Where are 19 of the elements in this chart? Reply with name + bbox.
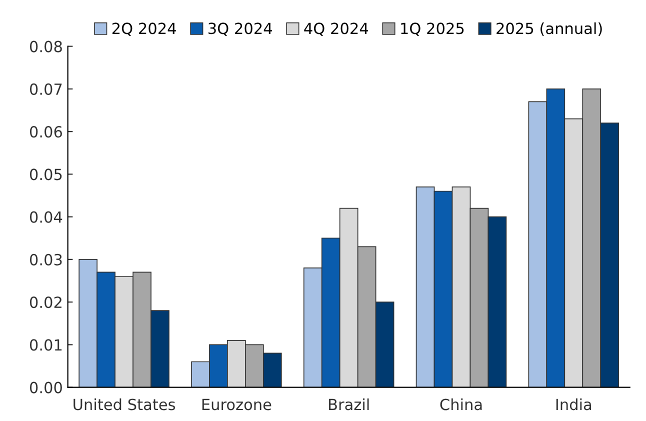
x-tick-label: Eurozone xyxy=(202,398,272,410)
y-tick-label: 0.07 xyxy=(30,83,62,95)
y-tick-label: 0.08 xyxy=(30,40,62,52)
x-tick-label: United States xyxy=(74,398,176,410)
x-tick-label: China xyxy=(440,398,482,410)
legend-label: 4Q 2024 xyxy=(304,22,368,36)
y-tick-label: 0.00 xyxy=(30,382,62,394)
legend-label: 3Q 2024 xyxy=(208,22,272,36)
y-tick-label: 0.02 xyxy=(30,296,62,308)
legend-label: 1Q 2025 xyxy=(401,22,464,36)
y-tick-label: 0.05 xyxy=(30,168,62,180)
legend-label: 2025 (annual) xyxy=(496,22,602,36)
x-tick-label: Brazil xyxy=(329,398,369,410)
x-tick-label: India xyxy=(556,398,592,410)
y-tick-label: 0.01 xyxy=(30,339,62,351)
legend-label: 2Q 2024 xyxy=(112,22,176,36)
y-tick-label: 0.03 xyxy=(30,254,62,266)
y-tick-label: 0.04 xyxy=(30,211,62,223)
y-tick-label: 0.06 xyxy=(30,126,62,138)
